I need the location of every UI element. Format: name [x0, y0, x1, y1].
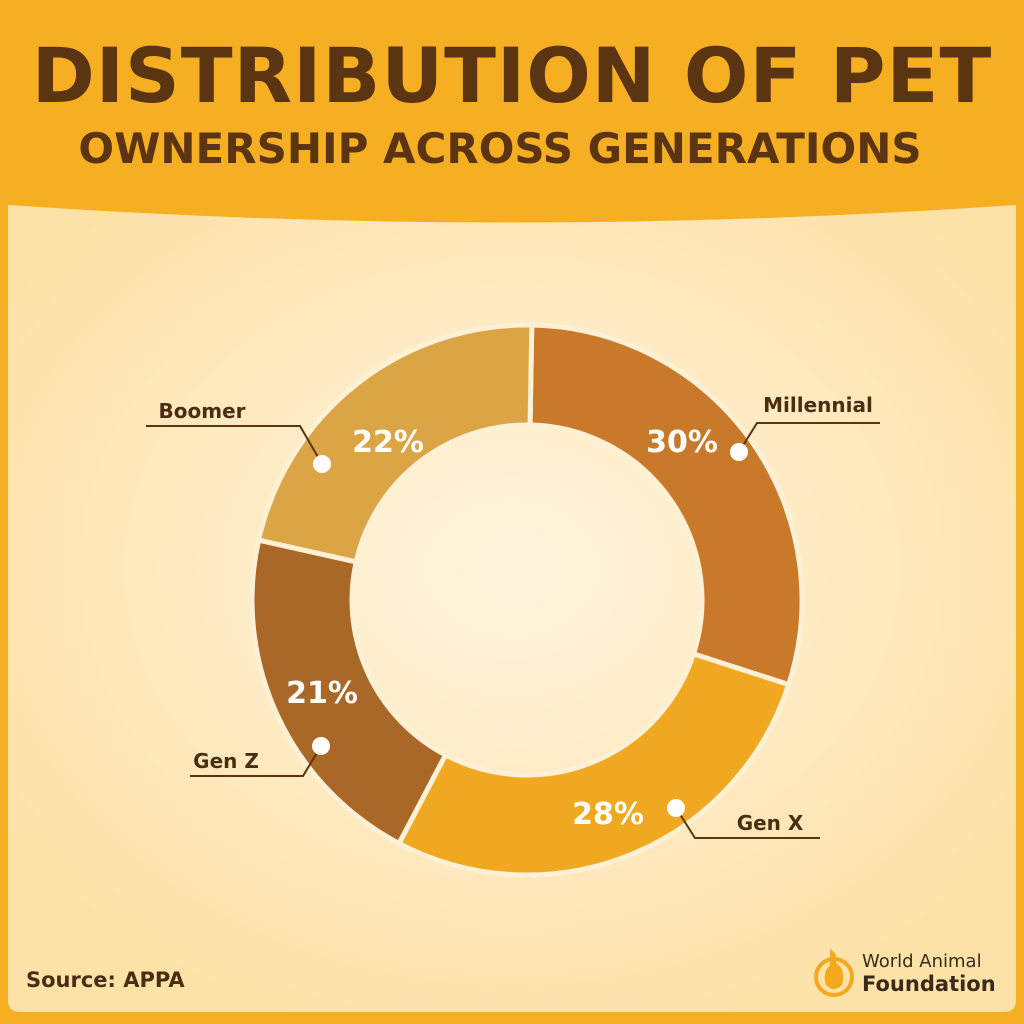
animal-logo-icon [814, 949, 854, 997]
slice-gen-z [249, 537, 449, 847]
slice-gen-x [395, 650, 792, 878]
category-label: Gen Z [193, 749, 259, 773]
data-label: 21% [286, 676, 358, 711]
background-panel [8, 205, 1016, 1012]
slice-millennial [527, 322, 805, 688]
data-label: 22% [352, 425, 424, 460]
slice-boomer [255, 322, 535, 565]
chart-title-line-1: DISTRIBUTION OF PET [31, 31, 993, 120]
logo: World Animal Foundation [812, 945, 1002, 1005]
category-label: Gen X [737, 811, 804, 835]
data-label: 30% [646, 425, 718, 460]
callout-line [190, 745, 322, 777]
logo-text-line-2: Foundation [862, 972, 996, 996]
logo-text-line-1: World Animal [862, 951, 982, 972]
category-label: Boomer [159, 399, 246, 423]
callout-line [675, 807, 820, 839]
callout-line [146, 425, 323, 465]
callout-line [738, 422, 880, 453]
chart-title-line-2: OWNERSHIP ACROSS GENERATIONS [78, 124, 922, 173]
callout-dot [313, 455, 331, 473]
callout-dot [312, 737, 330, 755]
callout-dot [667, 799, 685, 817]
data-label: 28% [572, 797, 644, 832]
callout-dot [730, 443, 748, 461]
category-label: Millennial [763, 393, 873, 417]
source-note: Source: APPA [26, 968, 185, 992]
